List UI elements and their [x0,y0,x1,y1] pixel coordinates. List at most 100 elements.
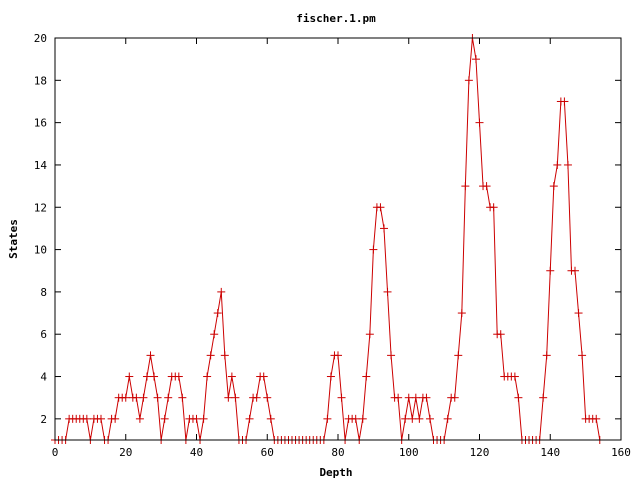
data-point-marker [454,351,463,360]
y-tick-label: 2 [40,413,47,426]
data-point-marker [376,203,385,212]
data-point-marker [82,414,91,423]
data-marks-group [51,34,604,444]
y-tick-label: 12 [34,201,47,214]
data-point-marker [259,372,268,381]
data-point-marker [563,160,572,169]
data-point-marker [549,182,558,191]
data-point-marker [464,76,473,85]
data-point-marker [210,330,219,339]
x-tick-label: 60 [261,446,274,459]
data-point-marker [450,393,459,402]
data-point-marker [379,224,388,233]
y-tick-label: 8 [40,286,47,299]
x-tick-label: 140 [540,446,560,459]
data-point-marker [142,372,151,381]
y-tick-label: 14 [34,159,48,172]
data-point-marker [192,414,201,423]
y-tick-label: 18 [34,74,47,87]
x-tick-label: 160 [611,446,631,459]
data-point-marker [365,330,374,339]
data-point-marker [213,309,222,318]
data-point-marker [220,351,229,360]
data-point-marker [482,182,491,191]
data-point-marker [132,393,141,402]
data-point-marker [263,393,272,402]
data-point-marker [245,414,254,423]
data-point-marker [369,245,378,254]
data-point-marker [510,372,519,381]
data-point-marker [111,414,120,423]
x-tick-label: 100 [399,446,419,459]
data-point-marker [425,414,434,423]
data-point-marker [358,414,367,423]
y-tick-label: 20 [34,32,47,45]
data-point-marker [125,372,134,381]
data-point-marker [252,393,261,402]
x-tick-label: 120 [470,446,490,459]
y-tick-label: 10 [34,244,47,257]
data-point-marker [153,393,162,402]
data-point-marker [461,182,470,191]
x-tick-label: 40 [190,446,203,459]
x-axis-label: Depth [319,466,352,479]
data-point-marker [164,393,173,402]
data-point-marker [362,372,371,381]
data-point-marker [415,414,424,423]
y-axis-label: States [7,219,20,259]
data-point-marker [401,414,410,423]
data-point-marker [266,414,275,423]
data-point-marker [560,97,569,106]
data-point-marker [150,372,159,381]
data-point-marker [383,287,392,296]
data-point-marker [578,351,587,360]
data-point-marker [443,414,452,423]
data-point-marker [178,393,187,402]
y-tick-label: 6 [40,328,47,341]
y-tick-label: 4 [40,371,47,384]
data-point-marker [323,414,332,423]
data-point-marker [139,393,148,402]
data-point-marker [96,414,105,423]
data-point-marker [231,393,240,402]
data-point-marker [394,393,403,402]
data-point-marker [475,118,484,127]
data-point-marker [337,393,346,402]
data-point-marker [387,351,396,360]
data-point-marker [571,266,580,275]
data-point-marker [471,55,480,64]
data-point-marker [404,393,413,402]
x-tick-label: 0 [52,446,59,459]
data-point-marker [224,393,233,402]
x-tick-label: 20 [119,446,132,459]
data-point-marker [553,160,562,169]
data-point-marker [206,351,215,360]
x-tick-label: 80 [331,446,344,459]
data-point-marker [574,309,583,318]
data-point-marker [351,414,360,423]
data-point-marker [217,287,226,296]
data-point-marker [539,393,548,402]
data-point-marker [411,393,420,402]
data-point-marker [227,372,236,381]
axes-group: 0 20 40 60 80 100 120 140 160 2 4 6 8 10 12 14 16 18 20 [34,32,631,459]
data-point-marker [408,414,417,423]
data-point-marker [121,393,130,402]
data-point-marker [542,351,551,360]
data-point-marker [489,203,498,212]
data-point-marker [457,309,466,318]
data-point-marker [592,414,601,423]
data-point-marker [514,393,523,402]
data-point-marker [334,351,342,360]
y-tick-label: 16 [34,117,47,130]
data-point-marker [496,330,505,339]
data-point-marker [135,414,144,423]
chart-title: fischer.1.pm [296,12,376,25]
data-point-marker [326,372,335,381]
data-point-marker [546,266,555,275]
data-point-marker [174,372,183,381]
data-point-marker [203,372,212,381]
data-point-marker [199,414,208,423]
